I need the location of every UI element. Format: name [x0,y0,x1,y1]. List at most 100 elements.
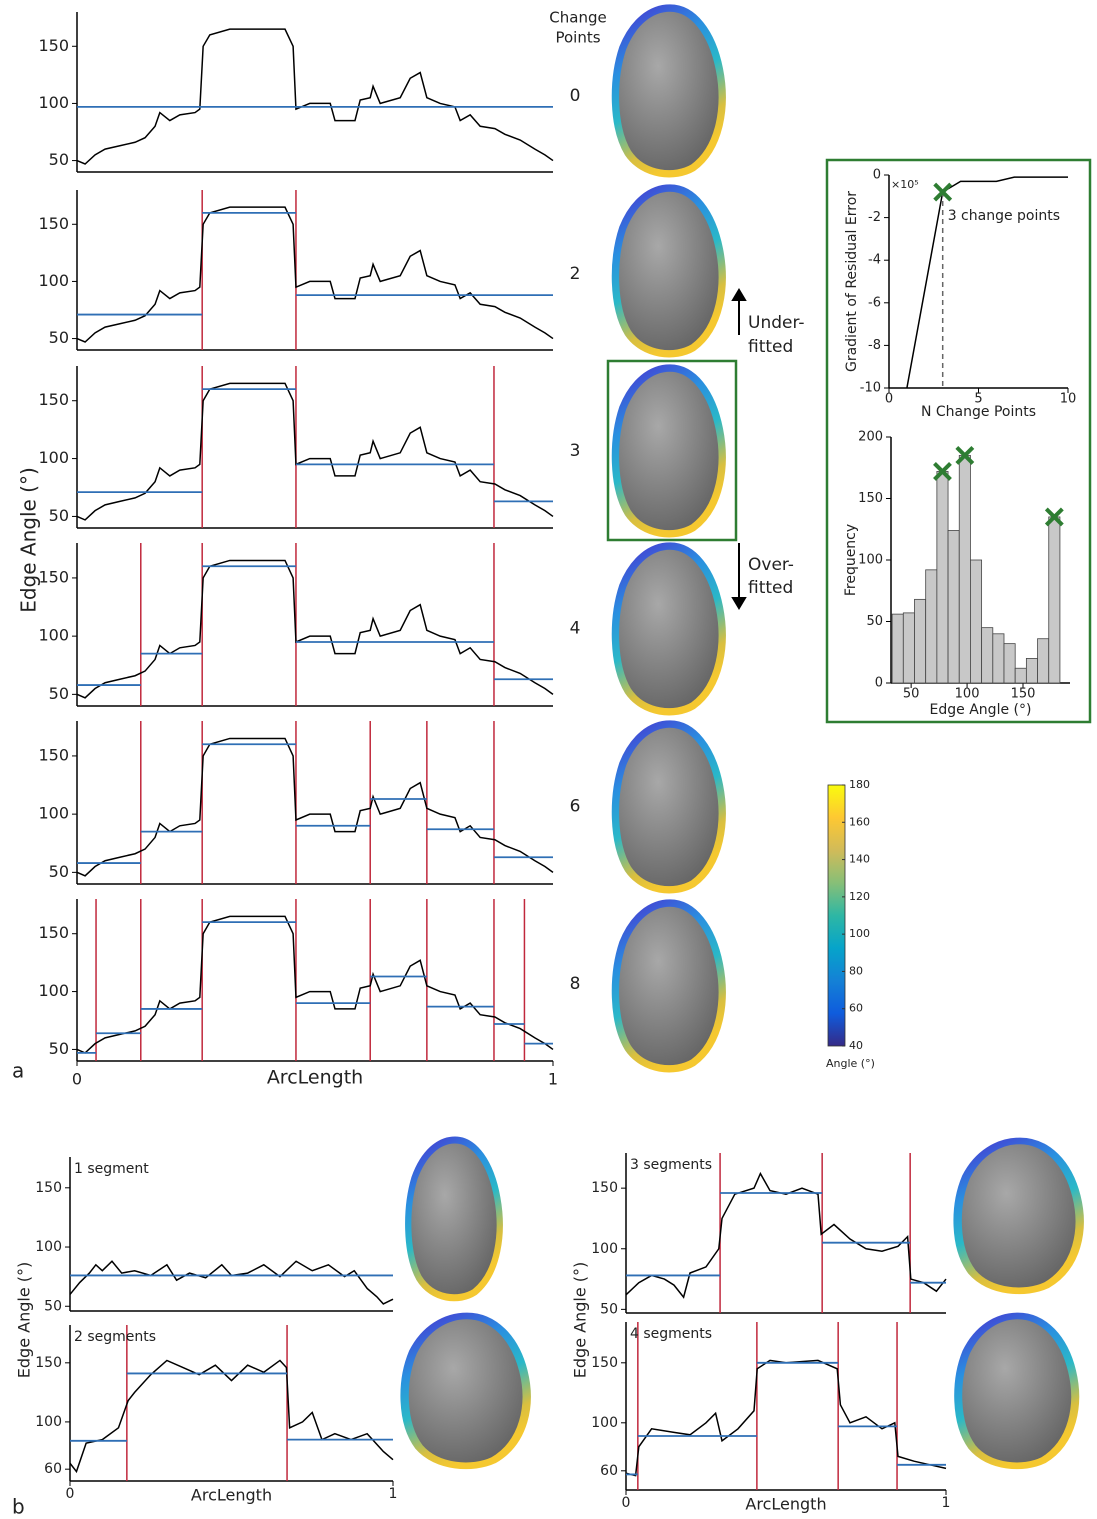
bar [1049,517,1060,683]
y-tick-label: 100 [35,1239,62,1255]
trace [77,560,553,697]
bar [959,455,970,683]
x-axis-label: ArcLength [267,1067,363,1089]
y-tick-label: -6 [868,295,881,310]
panel-title: 2 segments [74,1329,156,1345]
artifact [958,1141,1080,1291]
y-axis-label: Edge Angle (°) [571,1262,590,1378]
change-point-count: 3 [570,441,581,461]
y-tick-label: 150 [858,491,883,506]
x-tick-label: 100 [955,687,980,702]
artifact [408,1140,500,1298]
y-tick-label: 100 [38,804,69,823]
y-tick-label: 150 [38,923,69,942]
bar [993,634,1004,683]
annotation: 3 change points [948,208,1060,224]
chart: 50 100 150 0 [38,12,580,172]
trace [77,916,553,1053]
y-tick-label: -4 [868,253,881,268]
page: {"figure": {"panel_a": "a", "panel_b": "… [0,0,1097,1519]
y-tick-label: 150 [38,214,69,233]
y-tick-label: 50 [49,328,69,347]
y-axis-label: Edge Angle (°) [15,1262,34,1378]
y-tick-label: 50 [600,1301,618,1317]
x-tick-label: 1 [942,1495,951,1511]
y-tick-label: -2 [868,210,881,225]
artifact [958,1316,1075,1466]
y-tick-label: 50 [49,684,69,703]
colorbar-tick-label: 80 [849,964,863,977]
chart: 50 100 150 2 [38,190,580,350]
arrow-head [733,598,745,608]
colorbar [828,785,845,1046]
x-axis-label: ArcLength [191,1486,272,1505]
y-tick-label: 50 [866,614,883,629]
y-tick-label: 50 [49,506,69,525]
x-axis-label: N Change Points [921,404,1036,420]
x-tick-label: 150 [1011,687,1036,702]
x-tick-label: 0 [622,1495,631,1511]
x-tick-label: 1 [548,1070,558,1089]
y-axis-label: Gradient of Residual Error [844,191,860,372]
y-tick-label: 0 [875,676,883,691]
y-tick-label: 50 [49,862,69,881]
artifact [615,724,722,890]
artifact [405,1316,527,1466]
y-tick-label: 150 [35,1355,62,1371]
annotation: fitted [748,578,793,598]
bar [1038,639,1049,683]
panel-title: 4 segments [630,1326,712,1342]
chart: 50100150Edge Angle (°)3 segments [571,1153,947,1378]
y-tick-label: -8 [868,338,881,353]
y-tick-label: 150 [591,1180,618,1196]
trace [77,383,553,520]
chart: 501001503 [38,366,580,528]
x-tick-label: 0 [885,392,893,407]
y-tick-label: 150 [38,567,69,586]
x-axis-label: ArcLength [745,1495,826,1514]
bar [1015,668,1026,683]
colorbar-tick-label: 140 [849,853,870,866]
x-tick-label: 0 [66,1486,75,1502]
change-point-count: 6 [570,797,581,817]
y-tick-label: 100 [858,553,883,568]
selected-point [935,184,951,200]
x-tick-label: 0 [72,1070,82,1089]
colorbar-tick-label: 40 [849,1039,863,1052]
chart: 50 100 150 6 [38,721,580,884]
y-tick-label: 100 [591,1241,618,1257]
y-tick-label: 100 [38,981,69,1000]
change-point-count: 0 [570,86,581,106]
y-tick-label: 0 [873,168,881,183]
y-tick-label: 50 [49,150,69,169]
y-tick-label: 150 [35,1180,62,1196]
annotation: fitted [748,337,793,357]
chart: 501001504 [38,543,580,706]
y-tick-label: 150 [38,745,69,764]
panel-title: 1 segment [74,1161,149,1177]
y-tick-label: 100 [38,93,69,112]
x-tick-label: 1 [389,1486,398,1502]
arrow-head [733,290,745,300]
y-tick-label: -10 [860,381,881,396]
bar [970,560,981,683]
header: Change [549,9,606,27]
x-tick-label: 50 [903,687,920,702]
y-tick-label: 100 [38,271,69,290]
bar [982,628,993,683]
scale-label: ×10⁵ [891,178,919,191]
change-point-count: 8 [570,974,581,994]
bar [937,471,948,683]
x-axis-label: Edge Angle (°) [930,702,1032,718]
colorbar-tick-label: 100 [849,927,870,940]
y-tick-label: 100 [38,448,69,467]
artifact [615,8,722,174]
y-tick-label: 150 [38,36,69,55]
artifact [615,188,722,354]
header: Points [555,29,600,47]
change-point-count: 2 [570,264,581,284]
